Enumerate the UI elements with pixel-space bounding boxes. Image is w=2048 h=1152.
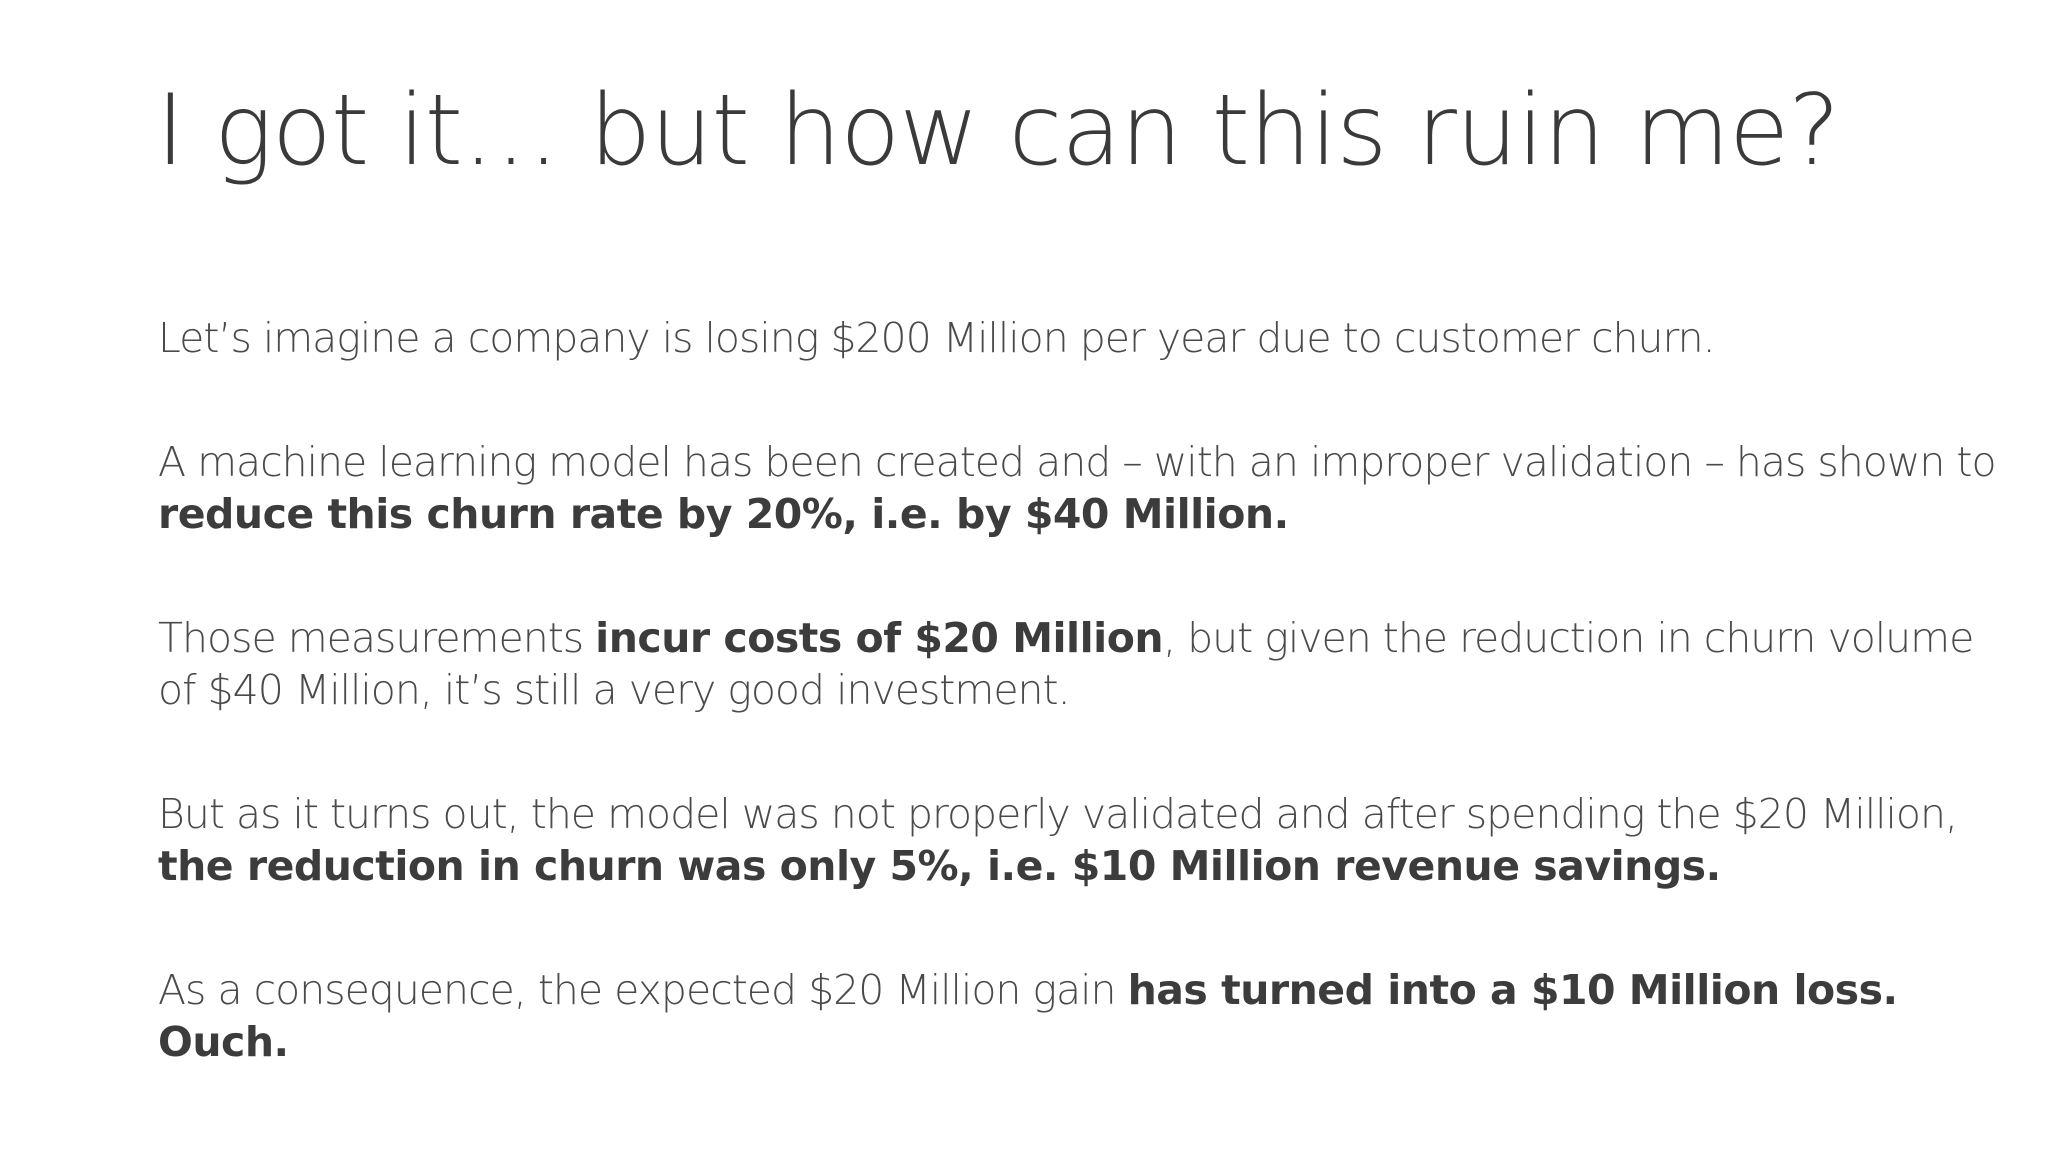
slide-body: Let’s imagine a company is losing $200 M…: [158, 312, 1998, 1140]
paragraph-model-claim: A machine learning model has been create…: [158, 436, 1998, 540]
paragraph-costs: Those measurements incur costs of $20 Mi…: [158, 612, 1998, 716]
paragraph-text: Those measurements: [158, 614, 596, 662]
paragraph-bold-text: incur costs of $20 Million: [595, 614, 1164, 662]
paragraph-bold-text: reduce this churn rate by 20%, i.e. by $…: [158, 490, 1289, 538]
paragraph-actual-result: But as it turns out, the model was not p…: [158, 788, 1998, 892]
paragraph-text: But as it turns out, the model was not p…: [158, 790, 1958, 838]
slide-title: I got it… but how can this ruin me?: [156, 74, 1840, 188]
paragraph-text: As a consequence, the expected $20 Milli…: [158, 966, 1128, 1014]
paragraph-text: , but given the reduction in churn volum…: [158, 614, 1974, 714]
paragraph-bold-text: the reduction in churn was only 5%, i.e.…: [158, 842, 1721, 890]
paragraph-text: A machine learning model has been create…: [158, 438, 1997, 486]
paragraph-consequence: As a consequence, the expected $20 Milli…: [158, 964, 1998, 1068]
paragraph-churn-loss: Let’s imagine a company is losing $200 M…: [158, 312, 1998, 364]
paragraph-text: Let’s imagine a company is losing $200 M…: [158, 314, 1716, 362]
paragraph-bold-text: has turned into a $10 Million loss. Ouch…: [158, 966, 1898, 1066]
